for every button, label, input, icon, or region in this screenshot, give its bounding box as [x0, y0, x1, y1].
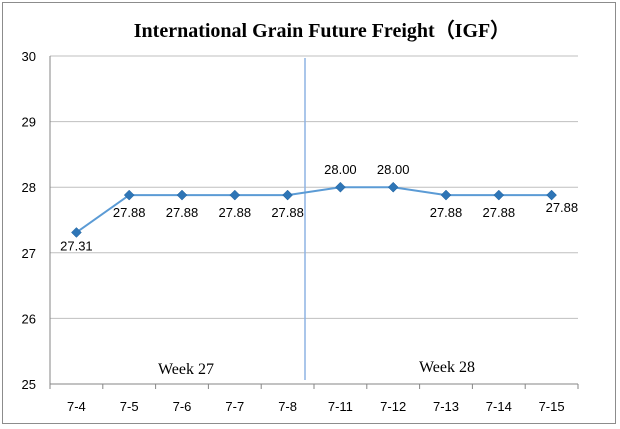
data-label: 28.00 [377, 162, 410, 177]
y-axis-ticks: 25 26 27 28 29 30 [22, 49, 36, 392]
data-point-marker [335, 181, 346, 193]
data-point-marker [229, 189, 241, 201]
data-label: 27.88 [166, 205, 199, 220]
y-tick-label: 27 [22, 246, 36, 261]
x-tick-label: 7-5 [120, 399, 139, 414]
data-label: 28.00 [324, 162, 357, 177]
data-point-marker [546, 189, 557, 201]
axes [49, 56, 579, 389]
data-point-marker [440, 189, 452, 201]
week-label-28: Week 28 [419, 359, 475, 376]
x-tick-label: 7-6 [173, 399, 192, 414]
igf-series-line [75, 186, 552, 234]
x-tick-label: 7-4 [67, 399, 86, 414]
series-markers [71, 181, 557, 238]
y-tick-label: 29 [22, 115, 36, 130]
week-label-27: Week 27 [158, 361, 214, 378]
x-tick-label: 7-15 [539, 399, 565, 414]
data-label: 27.88 [546, 200, 579, 215]
data-labels: 27.31 27.88 27.88 27.88 27.88 28.00 28.00 27.88… [60, 162, 578, 253]
data-point-marker [387, 181, 399, 193]
y-tick-label: 26 [22, 311, 36, 326]
y-tick-label: 28 [22, 180, 36, 195]
data-label: 27.88 [271, 205, 304, 220]
data-label: 27.88 [219, 205, 252, 220]
data-label: 27.88 [430, 205, 463, 220]
data-point-marker [123, 189, 135, 201]
data-point-marker [71, 227, 82, 238]
data-point-marker [282, 189, 293, 201]
x-tick-label: 7-7 [225, 399, 244, 414]
y-tick-label: 30 [22, 49, 36, 64]
data-label: 27.88 [483, 205, 516, 220]
week-labels: Week 27 Week 28 [158, 359, 475, 378]
gridlines [50, 55, 578, 319]
data-label: 27.88 [113, 205, 146, 220]
x-axis-ticks: 7-4 7-5 7-6 7-7 7-8 7-11 7-12 7-13 7-14 7-15 [67, 399, 565, 414]
data-point-marker [493, 189, 505, 201]
x-tick-label: 7-14 [486, 399, 512, 414]
data-point-marker [176, 189, 188, 201]
x-tick-label: 7-13 [433, 399, 459, 414]
y-tick-label: 25 [22, 377, 36, 392]
series-line [75, 186, 552, 234]
x-tick-label: 7-12 [380, 399, 406, 414]
chart-title: International Grain Future Freight（IGF） [134, 19, 510, 42]
x-tick-label: 7-11 [328, 399, 353, 414]
x-tick-label: 7-8 [278, 399, 297, 414]
data-label: 27.31 [60, 238, 93, 253]
